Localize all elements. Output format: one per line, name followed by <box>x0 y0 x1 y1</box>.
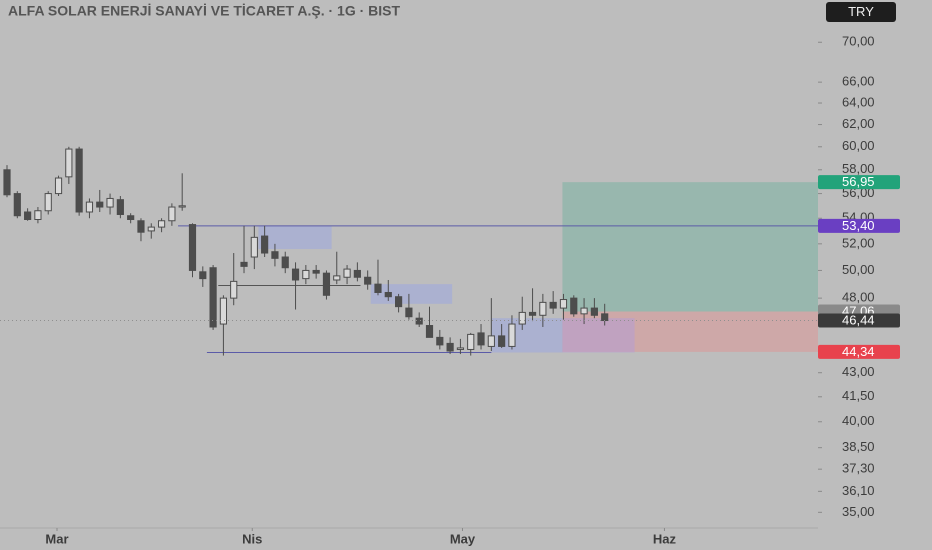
candle-body <box>456 347 465 350</box>
y-tick-label: 40,00 <box>842 413 875 428</box>
candle-body <box>54 177 63 195</box>
zone <box>370 284 453 304</box>
candle-body <box>405 307 413 318</box>
candle-body <box>281 256 289 269</box>
candle-body <box>312 269 320 274</box>
candle-body <box>209 267 217 328</box>
zone <box>562 182 818 312</box>
candle-body <box>518 311 526 325</box>
candle-body <box>65 148 73 178</box>
zone <box>562 318 635 353</box>
candle-body <box>24 211 32 221</box>
candle-body <box>559 299 568 309</box>
candle-body <box>271 251 279 259</box>
x-tick-label: Haz <box>653 531 677 546</box>
candle-body <box>75 148 83 213</box>
candle-body <box>601 313 609 322</box>
candle-body <box>157 220 166 228</box>
candle-body <box>137 220 145 233</box>
price-label-box <box>818 175 900 190</box>
candle-body <box>96 201 104 208</box>
zone <box>258 225 332 250</box>
currency[interactable]: TRY <box>848 4 874 19</box>
y-tick-label: 37,30 <box>842 461 875 476</box>
y-tick-label: 48,00 <box>842 290 875 305</box>
candle-body <box>333 275 341 281</box>
y-tick-label: 70,00 <box>842 34 875 49</box>
y-tick-label: 64,00 <box>842 94 875 109</box>
price-label-box <box>818 218 900 233</box>
candle-body <box>374 283 382 293</box>
candle-body <box>34 210 42 221</box>
candle-body <box>250 236 258 258</box>
candle-body <box>147 226 155 232</box>
candle-body <box>353 269 361 278</box>
candle-body <box>508 323 516 347</box>
y-tick-label: 35,00 <box>842 504 875 519</box>
price-label: 53,40 <box>842 218 875 233</box>
x-tick-label: Nis <box>242 531 262 546</box>
x-tick-label: Mar <box>45 531 68 546</box>
candle-body <box>343 268 351 278</box>
candle-body <box>230 280 238 299</box>
candle-body <box>570 297 578 315</box>
candle-body <box>322 272 331 296</box>
chart-title: ALFA SOLAR ENERJİ SANAYİ VE TİCARET A.Ş.… <box>8 3 400 19</box>
x-tick-label: May <box>450 531 476 546</box>
candle-body <box>467 333 475 350</box>
candle-body <box>44 193 52 212</box>
y-tick-label: 66,00 <box>842 74 875 89</box>
candle-body <box>302 269 310 280</box>
candle-body <box>425 325 434 338</box>
candle-body <box>477 332 485 346</box>
candle-body <box>446 342 454 352</box>
currency-badge[interactable] <box>826 2 896 22</box>
y-tick-label: 50,00 <box>842 262 875 277</box>
price-label: 44,34 <box>842 344 875 359</box>
price-label: 46,44 <box>842 312 875 327</box>
candle-body <box>13 193 21 217</box>
candle-body <box>106 197 114 208</box>
candle-body <box>116 199 124 215</box>
candle-body <box>590 307 598 316</box>
candle-body <box>178 205 186 208</box>
price-label-box <box>818 313 900 328</box>
candle-body <box>261 235 269 254</box>
candle-body <box>168 206 176 222</box>
y-tick-label: 58,00 <box>842 161 875 176</box>
candle-body <box>240 261 248 267</box>
y-tick-label: 60,00 <box>842 138 875 153</box>
candle-body <box>580 307 588 315</box>
y-tick-label: 36,10 <box>842 483 875 498</box>
candle-body <box>364 276 372 285</box>
price-label-box <box>818 344 900 359</box>
y-tick-label: 38,50 <box>842 439 875 454</box>
candle-body <box>415 317 423 325</box>
price-label: 56,95 <box>842 174 875 189</box>
y-tick-label: 62,00 <box>842 116 875 131</box>
candle-body <box>219 297 228 325</box>
candle-body <box>395 296 403 308</box>
candle-body <box>127 215 135 221</box>
candle-body <box>85 201 94 213</box>
candle-body <box>188 224 197 271</box>
candle-body <box>384 291 392 298</box>
candle-body <box>199 271 207 280</box>
y-tick-label: 43,00 <box>842 364 875 379</box>
candle-body <box>498 335 506 347</box>
candle-body <box>528 311 537 316</box>
candle-body <box>436 336 444 346</box>
candle-body <box>291 268 300 281</box>
candle-body <box>549 301 557 309</box>
candle-body <box>3 169 11 196</box>
y-tick-label: 41,50 <box>842 388 875 403</box>
candle-body <box>487 335 495 347</box>
candle-body <box>539 301 547 316</box>
y-tick-label: 52,00 <box>842 235 875 250</box>
